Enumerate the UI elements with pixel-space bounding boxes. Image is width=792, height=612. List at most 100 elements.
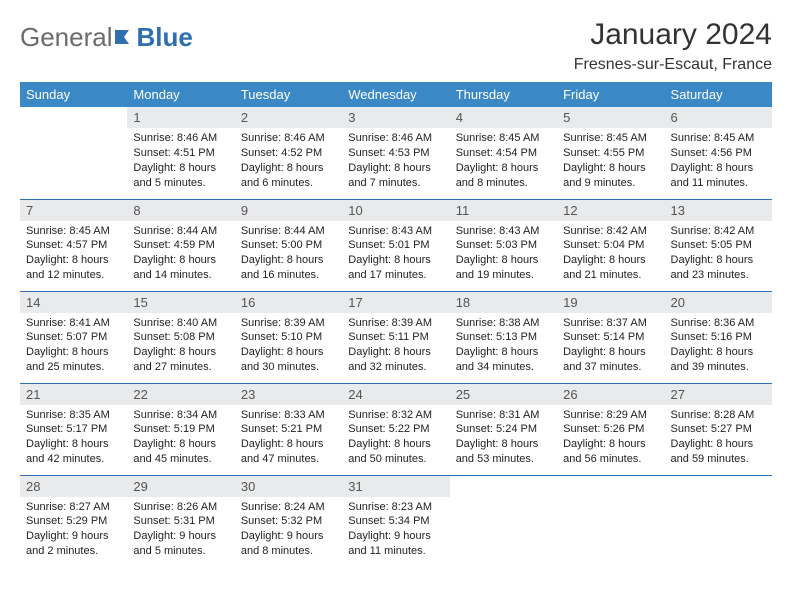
weekday-header: Monday [127,82,234,107]
daylight: Daylight: 9 hours and 11 minutes. [348,529,443,559]
sunrise: Sunrise: 8:46 AM [348,131,443,146]
sunset: Sunset: 5:29 PM [26,514,121,529]
sunrise: Sunrise: 8:26 AM [133,500,228,515]
day-number: 12 [557,200,664,221]
calendar-cell: 30Sunrise: 8:24 AMSunset: 5:32 PMDayligh… [235,475,342,567]
sunrise: Sunrise: 8:36 AM [671,316,766,331]
calendar-row: 7Sunrise: 8:45 AMSunset: 4:57 PMDaylight… [20,199,772,291]
header: General Blue January 2024 Fresnes-sur-Es… [20,18,772,74]
calendar-cell: 19Sunrise: 8:37 AMSunset: 5:14 PMDayligh… [557,291,664,383]
daylight: Daylight: 9 hours and 2 minutes. [26,529,121,559]
sunset: Sunset: 5:31 PM [133,514,228,529]
day-content: Sunrise: 8:37 AMSunset: 5:14 PMDaylight:… [557,313,664,379]
day-content: Sunrise: 8:33 AMSunset: 5:21 PMDaylight:… [235,405,342,471]
day-content: Sunrise: 8:42 AMSunset: 5:04 PMDaylight:… [557,221,664,287]
sunrise: Sunrise: 8:45 AM [671,131,766,146]
day-number: 21 [20,384,127,405]
weekday-header: Tuesday [235,82,342,107]
day-number: 11 [450,200,557,221]
calendar-cell: 8Sunrise: 8:44 AMSunset: 4:59 PMDaylight… [127,199,234,291]
calendar-cell [665,475,772,567]
sunrise: Sunrise: 8:44 AM [133,224,228,239]
day-number: 19 [557,292,664,313]
day-content: Sunrise: 8:39 AMSunset: 5:11 PMDaylight:… [342,313,449,379]
daylight: Daylight: 8 hours and 9 minutes. [563,161,658,191]
day-content: Sunrise: 8:29 AMSunset: 5:26 PMDaylight:… [557,405,664,471]
daylight: Daylight: 8 hours and 34 minutes. [456,345,551,375]
calendar-table: SundayMondayTuesdayWednesdayThursdayFrid… [20,82,772,567]
sunset: Sunset: 4:59 PM [133,238,228,253]
day-content: Sunrise: 8:24 AMSunset: 5:32 PMDaylight:… [235,497,342,563]
day-content: Sunrise: 8:27 AMSunset: 5:29 PMDaylight:… [20,497,127,563]
weekday-header: Wednesday [342,82,449,107]
day-content: Sunrise: 8:44 AMSunset: 4:59 PMDaylight:… [127,221,234,287]
day-content: Sunrise: 8:45 AMSunset: 4:54 PMDaylight:… [450,128,557,194]
sunrise: Sunrise: 8:28 AM [671,408,766,423]
sunset: Sunset: 5:00 PM [241,238,336,253]
day-number: 30 [235,476,342,497]
calendar-cell: 18Sunrise: 8:38 AMSunset: 5:13 PMDayligh… [450,291,557,383]
day-content: Sunrise: 8:46 AMSunset: 4:53 PMDaylight:… [342,128,449,194]
daylight: Daylight: 8 hours and 12 minutes. [26,253,121,283]
daylight: Daylight: 8 hours and 39 minutes. [671,345,766,375]
day-number: 25 [450,384,557,405]
day-number: 1 [127,107,234,128]
location: Fresnes-sur-Escaut, France [574,56,772,74]
sunset: Sunset: 5:04 PM [563,238,658,253]
sunrise: Sunrise: 8:32 AM [348,408,443,423]
sunset: Sunset: 5:07 PM [26,330,121,345]
sunset: Sunset: 5:22 PM [348,422,443,437]
day-content: Sunrise: 8:41 AMSunset: 5:07 PMDaylight:… [20,313,127,379]
day-number: 16 [235,292,342,313]
daylight: Daylight: 8 hours and 42 minutes. [26,437,121,467]
day-content: Sunrise: 8:45 AMSunset: 4:55 PMDaylight:… [557,128,664,194]
calendar-body: 1Sunrise: 8:46 AMSunset: 4:51 PMDaylight… [20,107,772,567]
title-block: January 2024 Fresnes-sur-Escaut, France [574,18,772,74]
sunset: Sunset: 4:57 PM [26,238,121,253]
daylight: Daylight: 8 hours and 59 minutes. [671,437,766,467]
calendar-cell: 4Sunrise: 8:45 AMSunset: 4:54 PMDaylight… [450,107,557,199]
logo: General Blue [20,18,193,50]
sunset: Sunset: 4:53 PM [348,146,443,161]
calendar-cell: 25Sunrise: 8:31 AMSunset: 5:24 PMDayligh… [450,383,557,475]
sunset: Sunset: 5:27 PM [671,422,766,437]
sunrise: Sunrise: 8:40 AM [133,316,228,331]
sunrise: Sunrise: 8:38 AM [456,316,551,331]
sunrise: Sunrise: 8:35 AM [26,408,121,423]
calendar-cell: 7Sunrise: 8:45 AMSunset: 4:57 PMDaylight… [20,199,127,291]
day-content: Sunrise: 8:32 AMSunset: 5:22 PMDaylight:… [342,405,449,471]
logo-text-blue: Blue [137,24,193,50]
weekday-header: Friday [557,82,664,107]
day-number: 5 [557,107,664,128]
weekday-header: Thursday [450,82,557,107]
sunset: Sunset: 4:56 PM [671,146,766,161]
sunset: Sunset: 5:26 PM [563,422,658,437]
day-content: Sunrise: 8:43 AMSunset: 5:03 PMDaylight:… [450,221,557,287]
day-number: 29 [127,476,234,497]
calendar-cell [450,475,557,567]
sunset: Sunset: 4:54 PM [456,146,551,161]
day-content: Sunrise: 8:38 AMSunset: 5:13 PMDaylight:… [450,313,557,379]
sunrise: Sunrise: 8:39 AM [348,316,443,331]
sunrise: Sunrise: 8:27 AM [26,500,121,515]
calendar-cell: 27Sunrise: 8:28 AMSunset: 5:27 PMDayligh… [665,383,772,475]
calendar-cell: 28Sunrise: 8:27 AMSunset: 5:29 PMDayligh… [20,475,127,567]
sunrise: Sunrise: 8:29 AM [563,408,658,423]
daylight: Daylight: 8 hours and 7 minutes. [348,161,443,191]
day-number: 2 [235,107,342,128]
calendar-cell: 24Sunrise: 8:32 AMSunset: 5:22 PMDayligh… [342,383,449,475]
sunrise: Sunrise: 8:46 AM [133,131,228,146]
calendar-cell: 23Sunrise: 8:33 AMSunset: 5:21 PMDayligh… [235,383,342,475]
calendar-cell [557,475,664,567]
calendar-cell: 15Sunrise: 8:40 AMSunset: 5:08 PMDayligh… [127,291,234,383]
calendar-cell: 16Sunrise: 8:39 AMSunset: 5:10 PMDayligh… [235,291,342,383]
weekday-header: Sunday [20,82,127,107]
flag-icon [115,24,137,50]
sunrise: Sunrise: 8:23 AM [348,500,443,515]
daylight: Daylight: 8 hours and 14 minutes. [133,253,228,283]
daylight: Daylight: 8 hours and 50 minutes. [348,437,443,467]
day-content: Sunrise: 8:45 AMSunset: 4:57 PMDaylight:… [20,221,127,287]
day-content: Sunrise: 8:31 AMSunset: 5:24 PMDaylight:… [450,405,557,471]
sunset: Sunset: 5:03 PM [456,238,551,253]
daylight: Daylight: 8 hours and 25 minutes. [26,345,121,375]
